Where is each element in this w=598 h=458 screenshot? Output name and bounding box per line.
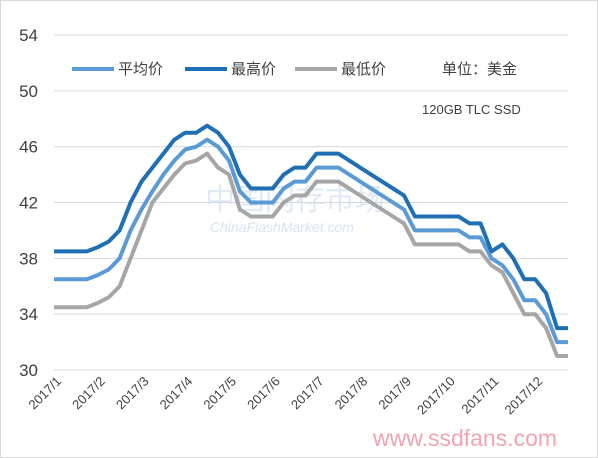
y-tick-label: 38 [19,249,38,268]
legend: 平均价 最高价 最低价 [72,60,386,78]
series-line-2 [54,151,568,358]
x-tick-label: 2017/12 [501,374,545,418]
x-tick-label: 2017/8 [332,374,371,413]
x-tick-label: 2017/2 [69,374,108,413]
legend-label: 最高价 [231,60,276,78]
y-tick-label: 34 [19,305,38,324]
x-tick-group: 2017/11 [458,374,501,417]
x-tick-group: 2017/2 [69,374,108,413]
x-axis-ticks: 2017/1 2017/2 2017/3 2017/4 2017/5 2017/6 2017… [25,374,545,418]
x-tick-label: 2017/6 [244,374,283,413]
y-tick-label: 50 [19,82,38,101]
watermark-en-text: ChinaFlashMarket.com [210,219,354,235]
x-tick-group: 2017/8 [332,374,371,413]
x-tick-label: 2017/3 [113,374,152,413]
x-tick-group: 2017/10 [414,374,458,418]
x-tick-group: 2017/7 [288,374,327,413]
x-tick-label: 2017/7 [288,374,327,413]
legend-label: 平均价 [118,60,163,78]
x-tick-group: 2017/5 [200,374,239,413]
y-tick-label: 42 [19,194,38,213]
x-tick-label: 2017/9 [375,374,414,413]
x-tick-group: 2017/9 [375,374,414,413]
y-tick-label: 54 [19,26,38,45]
chart-subtitle: 120GB TLC SSD [422,102,521,117]
y-axis-ticks: 30 34 38 42 46 50 54 [19,26,38,380]
x-tick-label: 2017/5 [200,374,239,413]
series-line-0 [54,137,568,345]
gridlines [54,34,568,371]
unit-note: 单位：美金 [442,60,517,78]
legend-label: 最低价 [341,60,386,78]
series-line-1 [54,123,568,331]
x-tick-label: 2017/11 [458,374,501,417]
y-tick-label: 46 [19,138,38,157]
x-tick-group: 2017/12 [501,374,545,418]
x-tick-label: 2017/10 [414,374,458,418]
x-tick-label: 2017/4 [157,374,196,413]
x-tick-group: 2017/4 [157,374,196,413]
series-layer [54,123,568,358]
x-tick-group: 2017/3 [113,374,152,413]
watermark-ssdfans: www.ssdfans.com [372,425,557,451]
x-tick-group: 2017/6 [244,374,283,413]
y-tick-label: 30 [19,361,38,380]
